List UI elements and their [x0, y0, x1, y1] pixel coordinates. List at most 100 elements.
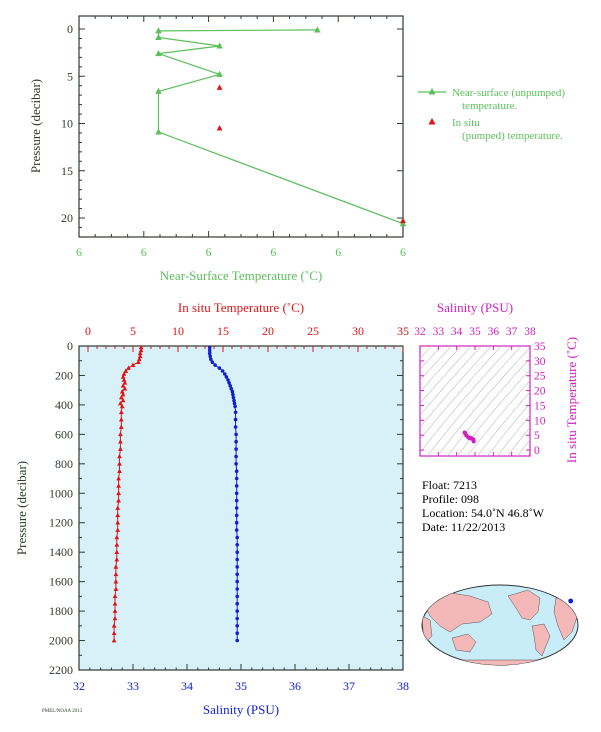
salinity-profile-point	[235, 572, 239, 577]
p1-xtick-label: 6	[76, 245, 82, 259]
near-surface-ylabel: Pressure (decibar)	[28, 79, 43, 173]
temperature-profile-point	[111, 637, 117, 643]
p2-ytick-label: 400	[55, 398, 73, 412]
temperature-profile-point	[116, 483, 121, 488]
p2-ytick-label: 2000	[49, 634, 73, 648]
salinity-profile-point	[234, 476, 239, 481]
profile-panel: 0200400600800100012001400160018002000220…	[14, 300, 409, 717]
temperature-profile-point	[136, 356, 142, 362]
salinity-profile-point	[234, 491, 239, 496]
temperature-profile-point	[115, 527, 121, 532]
salinity-profile-point	[232, 401, 237, 406]
ts-ytick-label: 15	[534, 400, 546, 412]
legend-marker-pumped	[428, 118, 436, 125]
ts-density-contour	[457, 368, 530, 456]
info-date: Date: 11/22/2013	[422, 520, 505, 534]
temperature-profile-point	[112, 615, 118, 621]
temperature-profile-point	[114, 556, 120, 562]
salinity-profile-point	[234, 513, 239, 518]
pumped-temperature-point	[216, 125, 223, 131]
p2-bottom-tick-label: 32	[73, 679, 85, 693]
temperature-profile-point	[115, 512, 121, 518]
temperature-profile-point	[121, 371, 127, 376]
temperature-profile-point	[117, 461, 122, 466]
temperature-profile-point	[123, 368, 129, 373]
p1-ytick-label: 5	[67, 69, 73, 83]
p1-xtick-label: 6	[400, 245, 406, 259]
temperature-profile-point	[115, 520, 121, 525]
temperature-profile-point	[115, 505, 121, 510]
temperature-profile-point	[118, 431, 123, 437]
salinity-profile-point	[235, 550, 239, 554]
salinity-profile-point	[220, 369, 225, 373]
ts-density-contour	[487, 403, 530, 456]
legend-marker-unpumped	[428, 88, 436, 95]
ts-xtick-label: 32	[414, 326, 426, 338]
temperature-profile-point	[118, 417, 124, 422]
salinity-profile-point	[233, 410, 238, 415]
temperature-profile-point	[137, 353, 143, 359]
salinity-profile-point	[235, 609, 239, 613]
info-profile: Profile: 098	[422, 492, 479, 506]
temperature-profile-point	[113, 579, 119, 584]
map-australia	[451, 633, 477, 653]
unpumped-temperature-point	[399, 220, 407, 227]
float-info: Float: 7213 Profile: 098 Location: 54.0˚…	[422, 478, 545, 534]
temperature-profile-point	[112, 601, 118, 606]
temperature-profile-point	[120, 392, 126, 397]
temperature-profile-point	[138, 344, 144, 350]
world-map	[421, 584, 579, 666]
p2-ytick-label: 1400	[49, 545, 73, 559]
ts-xtick-label: 34	[451, 326, 463, 338]
p2-bottom-tick-label: 37	[343, 679, 355, 693]
salinity-profile-point	[234, 506, 239, 510]
salinity-profile-point	[207, 348, 212, 353]
p1-xtick-label: 6	[141, 245, 147, 259]
p2-bottom-tick-label: 35	[235, 679, 247, 693]
salinity-profile-point	[234, 484, 239, 488]
temperature-profile-point	[116, 498, 121, 503]
near-surface-panel: 0 5 10 15 20 6 6 6 6 6 6 Near-Surface Temperature …	[28, 15, 565, 283]
salinity-profile-point	[208, 354, 212, 359]
p2-top-tick-label: 35	[397, 324, 409, 338]
salinity-profile-point	[234, 462, 238, 466]
ts-xtick-label: 35	[469, 326, 481, 338]
temperature-profile-point	[119, 389, 125, 394]
p2-ytick-label: 800	[55, 457, 73, 471]
salinity-profile-point	[233, 425, 238, 429]
ts-density-contour	[507, 426, 530, 456]
pumped-temperature-point	[216, 84, 223, 90]
ts-ytick-label: 35	[534, 341, 546, 353]
salinity-profile-point	[235, 557, 239, 562]
ts-density-contour	[427, 346, 522, 456]
salinity-profile-point	[217, 366, 222, 370]
salinity-profile-point	[234, 447, 238, 451]
footer-text: PMEL/NOAA 2013	[42, 709, 83, 714]
salinity-profile-point	[234, 528, 239, 532]
p2-ytick-label: 1800	[49, 604, 73, 618]
temperature-profile-point	[111, 623, 117, 628]
map-float-location	[568, 598, 574, 604]
ts-density-contour	[420, 346, 492, 428]
temperature-profile-point	[120, 397, 126, 403]
temperature-profile-point	[136, 359, 141, 365]
salinity-profile-point	[234, 439, 238, 444]
temperature-profile-point	[126, 365, 131, 370]
salinity-profile-point	[232, 398, 236, 403]
legend-label-pumped: In situ (pumped) temperature.	[452, 117, 563, 142]
temperature-profile-point	[118, 409, 124, 415]
p2-bottom-tick-label: 36	[289, 679, 301, 693]
temperature-profile-point	[112, 593, 118, 599]
salinity-profile-point	[235, 624, 239, 628]
p1-xtick-label: 6	[270, 245, 276, 259]
temperature-profile-point	[116, 475, 121, 481]
salinity-profile-point	[234, 454, 238, 459]
salinity-profile-point	[226, 378, 230, 382]
salinity-profile-point	[235, 594, 239, 599]
salinity-profile-point	[235, 601, 239, 606]
salinity-profile-point	[210, 360, 215, 365]
salinity-profile-point	[234, 432, 238, 437]
temperature-profile-point	[117, 468, 122, 474]
temperature-profile-point	[138, 347, 144, 353]
p2-ytick-label: 0	[67, 339, 73, 353]
